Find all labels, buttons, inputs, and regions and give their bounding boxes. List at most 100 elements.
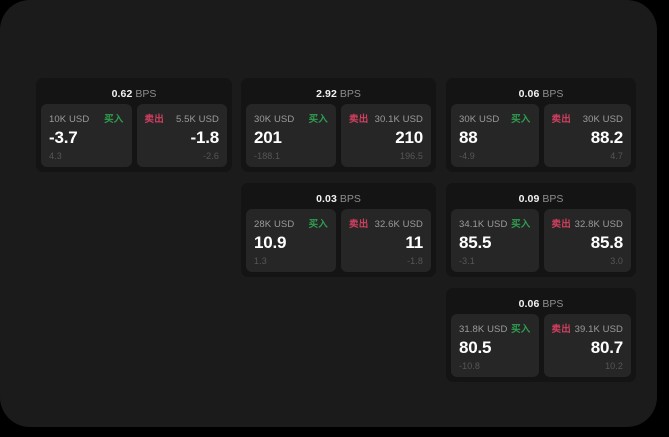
sell-panel[interactable]: 卖出 30K USD 88.2 4.7 bbox=[543, 104, 631, 167]
sell-panel[interactable]: 卖出 30.1K USD 210 196.5 bbox=[341, 104, 431, 167]
buy-price: 85.5 bbox=[459, 233, 492, 252]
sell-delta: 196.5 bbox=[399, 151, 423, 161]
sell-size-label: 5.5K USD bbox=[175, 114, 219, 125]
quote-card[interactable]: 0.03 BPS 28K USD 买入 10.9 1.3 卖出 32.6K USD 11 -1.8 bbox=[241, 183, 436, 277]
buy-size-label: 30K USD bbox=[459, 114, 500, 125]
sell-price: 210 bbox=[395, 128, 423, 147]
buy-delta: -188.1 bbox=[254, 151, 281, 161]
buy-size-label: 31.8K USD bbox=[459, 324, 508, 335]
card-header: 0.62 BPS bbox=[41, 84, 227, 101]
bps-value: 0.09 bbox=[518, 193, 540, 205]
sell-price: 11 bbox=[405, 233, 423, 252]
sell-price: 88.2 bbox=[590, 128, 623, 147]
buy-price: 80.5 bbox=[459, 338, 492, 357]
app-surface: 0.62 BPS 10K USD 买入 -3.7 4.3 卖出 5.5K USD -1.8 -2.… bbox=[0, 0, 657, 427]
buy-panel[interactable]: 34.1K USD 买入 85.5 -3.1 bbox=[451, 209, 539, 272]
bps-unit-label: BPS bbox=[339, 193, 361, 205]
card-body: 30K USD 买入 201 -188.1 卖出 30.1K USD 210 196.5 bbox=[246, 104, 431, 167]
buy-panel[interactable]: 30K USD 买入 201 -188.1 bbox=[246, 104, 336, 167]
buy-price: 88 bbox=[459, 128, 478, 147]
quote-card[interactable]: 0.06 BPS 31.8K USD 买入 80.5 -10.8 卖出 39.1K USD 80… bbox=[446, 288, 636, 382]
quote-card-grid: 0.62 BPS 10K USD 买入 -3.7 4.3 卖出 5.5K USD -1.8 -2.… bbox=[36, 78, 636, 388]
sell-size-label: 32.8K USD bbox=[574, 219, 623, 230]
sell-panel[interactable]: 卖出 32.6K USD 11 -1.8 bbox=[341, 209, 431, 272]
sell-delta: -1.8 bbox=[407, 256, 423, 266]
sell-panel-top: 卖出 32.6K USD bbox=[349, 216, 423, 230]
buy-price: 10.9 bbox=[254, 233, 287, 252]
sell-panel-top: 卖出 30.1K USD bbox=[349, 111, 423, 125]
buy-action-label: 买入 bbox=[511, 324, 531, 335]
card-header: 0.03 BPS bbox=[246, 189, 431, 206]
buy-panel[interactable]: 10K USD 买入 -3.7 4.3 bbox=[41, 104, 132, 167]
sell-action-label: 卖出 bbox=[551, 114, 571, 125]
quote-card[interactable]: 0.62 BPS 10K USD 买入 -3.7 4.3 卖出 5.5K USD -1.8 -2.… bbox=[36, 78, 232, 172]
sell-panel[interactable]: 卖出 32.8K USD 85.8 3.0 bbox=[543, 209, 631, 272]
buy-action-label: 买入 bbox=[104, 114, 124, 125]
sell-panel-top: 卖出 32.8K USD bbox=[551, 216, 624, 230]
buy-price: -3.7 bbox=[49, 128, 78, 147]
card-header: 0.06 BPS bbox=[451, 84, 631, 101]
sell-action-label: 卖出 bbox=[349, 219, 369, 230]
sell-action-label: 卖出 bbox=[349, 114, 369, 125]
buy-action-label: 买入 bbox=[308, 114, 328, 125]
buy-panel[interactable]: 28K USD 买入 10.9 1.3 bbox=[246, 209, 336, 272]
bps-value: 0.03 bbox=[316, 193, 337, 205]
card-header: 0.06 BPS bbox=[451, 294, 631, 311]
sell-delta: 3.0 bbox=[610, 256, 623, 266]
sell-size-label: 30K USD bbox=[582, 114, 623, 125]
buy-size-label: 34.1K USD bbox=[459, 219, 508, 230]
bps-unit-label: BPS bbox=[135, 88, 157, 100]
card-body: 28K USD 买入 10.9 1.3 卖出 32.6K USD 11 -1.8 bbox=[246, 209, 431, 272]
buy-action-label: 买入 bbox=[511, 114, 531, 125]
bps-unit-label: BPS bbox=[339, 88, 361, 100]
bps-value: 0.62 bbox=[111, 88, 133, 100]
buy-price: 201 bbox=[254, 128, 282, 147]
sell-panel[interactable]: 卖出 5.5K USD -1.8 -2.6 bbox=[136, 104, 227, 167]
bps-value: 0.06 bbox=[518, 298, 540, 310]
bps-value: 0.06 bbox=[518, 88, 540, 100]
sell-panel-top: 卖出 5.5K USD bbox=[144, 111, 220, 125]
quote-card[interactable]: 0.09 BPS 34.1K USD 买入 85.5 -3.1 卖出 32.8K USD 85.… bbox=[446, 183, 636, 277]
sell-panel[interactable]: 卖出 39.1K USD 80.7 10.2 bbox=[543, 314, 631, 377]
bps-unit-label: BPS bbox=[542, 298, 564, 310]
sell-size-label: 30.1K USD bbox=[374, 114, 423, 125]
buy-panel[interactable]: 31.8K USD 买入 80.5 -10.8 bbox=[451, 314, 539, 377]
bps-unit-label: BPS bbox=[542, 88, 564, 100]
buy-panel[interactable]: 30K USD 买入 88 -4.9 bbox=[451, 104, 539, 167]
sell-action-label: 卖出 bbox=[551, 219, 571, 230]
sell-price: -1.8 bbox=[190, 128, 220, 147]
buy-delta: -4.9 bbox=[459, 151, 475, 161]
card-header: 2.92 BPS bbox=[246, 84, 431, 101]
sell-delta: 10.2 bbox=[605, 361, 623, 371]
sell-size-label: 39.1K USD bbox=[574, 324, 623, 335]
buy-delta: 1.3 bbox=[254, 256, 267, 266]
sell-action-label: 卖出 bbox=[144, 114, 164, 125]
bps-value: 2.92 bbox=[316, 88, 337, 100]
buy-size-label: 10K USD bbox=[49, 114, 90, 125]
quote-card[interactable]: 2.92 BPS 30K USD 买入 201 -188.1 卖出 30.1K USD 210 1… bbox=[241, 78, 436, 172]
sell-delta: -2.6 bbox=[203, 151, 219, 161]
buy-action-label: 买入 bbox=[308, 219, 328, 230]
buy-size-label: 30K USD bbox=[254, 114, 295, 125]
sell-panel-top: 卖出 39.1K USD bbox=[551, 321, 624, 335]
buy-delta: -3.1 bbox=[459, 256, 475, 266]
buy-size-label: 28K USD bbox=[254, 219, 295, 230]
quote-card[interactable]: 0.06 BPS 30K USD 买入 88 -4.9 卖出 30K USD 88.2 4.7 bbox=[446, 78, 636, 172]
buy-panel-top: 30K USD 买入 bbox=[459, 111, 531, 125]
card-body: 34.1K USD 买入 85.5 -3.1 卖出 32.8K USD 85.8 3.0 bbox=[451, 209, 631, 272]
sell-price: 80.7 bbox=[590, 338, 623, 357]
sell-delta: 4.7 bbox=[610, 151, 623, 161]
card-body: 10K USD 买入 -3.7 4.3 卖出 5.5K USD -1.8 -2.6 bbox=[41, 104, 227, 167]
buy-delta: -10.8 bbox=[459, 361, 481, 371]
card-body: 31.8K USD 买入 80.5 -10.8 卖出 39.1K USD 80.7 10.2 bbox=[451, 314, 631, 377]
card-header: 0.09 BPS bbox=[451, 189, 631, 206]
buy-panel-top: 34.1K USD 买入 bbox=[459, 216, 531, 230]
buy-panel-top: 30K USD 买入 bbox=[254, 111, 328, 125]
sell-action-label: 卖出 bbox=[551, 324, 571, 335]
buy-panel-top: 10K USD 买入 bbox=[49, 111, 124, 125]
buy-delta: 4.3 bbox=[49, 151, 62, 161]
card-body: 30K USD 买入 88 -4.9 卖出 30K USD 88.2 4.7 bbox=[451, 104, 631, 167]
buy-panel-top: 31.8K USD 买入 bbox=[459, 321, 531, 335]
sell-size-label: 32.6K USD bbox=[374, 219, 423, 230]
sell-price: 85.8 bbox=[590, 233, 623, 252]
